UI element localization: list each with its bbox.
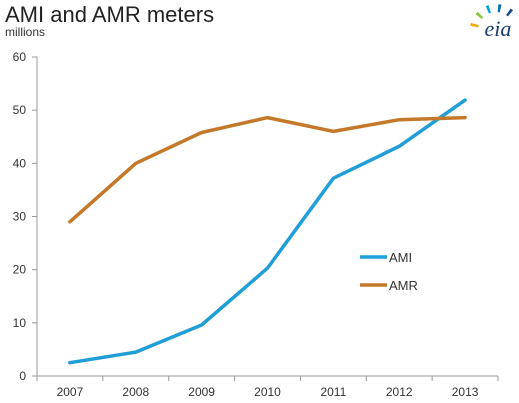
- series-lines: [68, 98, 467, 365]
- x-tick-label: 2007: [57, 385, 84, 399]
- y-tick-label: 0: [19, 369, 26, 383]
- logo-ray: [506, 8, 514, 17]
- y-tick-label: 40: [13, 156, 27, 170]
- y-tick-label: 20: [13, 263, 27, 277]
- axes: 0 10 20 30 40 50 60 2007 2008 2009 2010 2011 2012 201…: [13, 50, 499, 399]
- legend-label-amr: AMR: [389, 278, 418, 293]
- logo-ray: [485, 5, 491, 14]
- series-line-ami: [68, 98, 467, 365]
- y-tick-label: 30: [13, 210, 27, 224]
- logo-ray: [497, 4, 502, 13]
- x-tick-label: 2009: [188, 385, 215, 399]
- y-tick-label: 60: [13, 50, 27, 64]
- logo-ray: [470, 22, 479, 28]
- x-tick-label: 2011: [320, 385, 346, 399]
- legend-label-ami: AMI: [389, 250, 412, 265]
- logo-ray: [475, 11, 484, 19]
- x-tick-label: 2008: [122, 385, 149, 399]
- x-tick-label: 2010: [254, 385, 281, 399]
- y-axis-unit-label: millions: [5, 25, 45, 39]
- series-line-amr: [68, 115, 467, 224]
- x-tick-label: 2012: [386, 385, 413, 399]
- eia-logo: eia: [470, 4, 514, 41]
- y-tick-label: 10: [13, 316, 27, 330]
- chart-title: AMI and AMR meters: [5, 2, 214, 27]
- y-tick-label: 50: [13, 103, 27, 117]
- logo-wordmark: eia: [485, 16, 512, 41]
- legend: AMI AMR: [360, 250, 418, 293]
- title-layer: AMI and AMR meters millions: [5, 2, 214, 39]
- x-tick-label: 2013: [452, 385, 479, 399]
